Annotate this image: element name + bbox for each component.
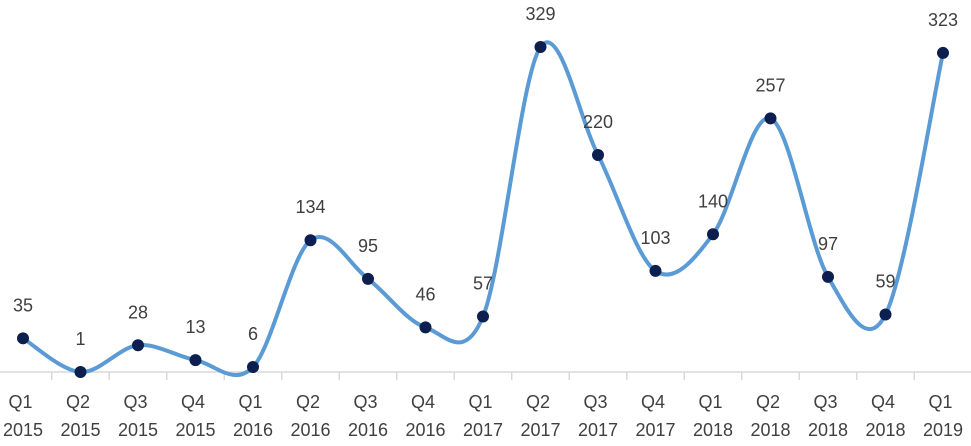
marker (649, 264, 662, 277)
marker (707, 228, 719, 241)
x-tick-label: Q1 2018 (693, 392, 733, 440)
marker (764, 112, 777, 125)
data-label: 95 (358, 236, 378, 256)
data-label: 59 (875, 272, 895, 292)
line (21, 40, 945, 377)
marker (879, 308, 892, 321)
data-label: 35 (13, 295, 33, 315)
marker (937, 46, 949, 59)
marker (419, 321, 432, 334)
x-tick-label: Q4 2015 (175, 392, 215, 440)
x-tick-label: Q1 2015 (3, 392, 43, 440)
data-label: 13 (185, 317, 205, 337)
x-tick-label: Q2 2017 (520, 392, 560, 440)
data-label: 6 (248, 324, 258, 344)
x-tick-label: Q1 2019 (923, 392, 963, 440)
data-label: 46 (415, 284, 435, 304)
data-label: 97 (818, 234, 838, 254)
x-tick-label: Q2 2015 (60, 392, 100, 440)
x-tick-label: Q2 2016 (290, 392, 330, 440)
x-tick-label: Q2 2018 (750, 392, 790, 440)
marker (132, 339, 144, 352)
x-tick-label: Q3 2016 (348, 392, 388, 440)
marker (592, 149, 604, 161)
marker (362, 272, 374, 285)
x-tick-label: Q3 2017 (578, 392, 618, 440)
x-tick-label: Q3 2015 (118, 392, 158, 440)
data-label: 28 (128, 302, 148, 322)
data-label: 323 (928, 10, 958, 30)
x-tick-label: Q4 2017 (635, 392, 675, 440)
data-label: 257 (755, 75, 785, 95)
x-tick-label: Q4 2018 (865, 392, 905, 440)
data-label: 1 (75, 329, 85, 349)
data-label: 134 (295, 197, 325, 217)
x-tick-label: Q1 2017 (463, 392, 503, 440)
marker (477, 310, 489, 323)
marker (304, 234, 317, 247)
marker (17, 332, 29, 345)
data-label: 220 (583, 112, 613, 132)
marker (822, 270, 834, 283)
x-tick-label: Q3 2018 (808, 392, 848, 440)
data-label: 329 (525, 4, 555, 24)
marker (534, 40, 547, 53)
data-label: 103 (640, 228, 670, 248)
marker (74, 366, 87, 379)
x-tick-label: Q4 2016 (405, 392, 445, 440)
x-tick-label: Q1 2016 (233, 392, 273, 440)
marker (189, 354, 202, 367)
data-label: 57 (473, 274, 493, 294)
data-label: 140 (698, 191, 728, 211)
marker (247, 361, 259, 374)
